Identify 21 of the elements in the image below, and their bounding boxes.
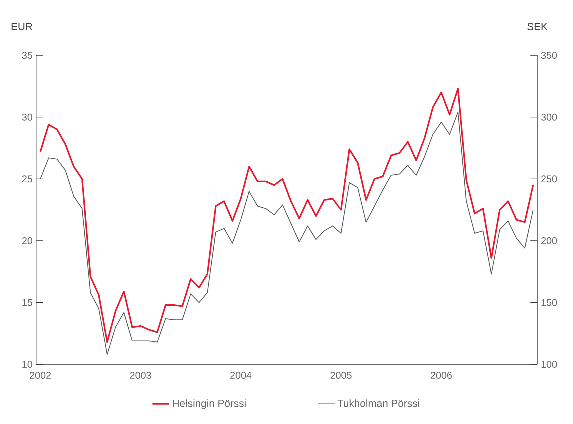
x-tick-label: 2003: [130, 372, 152, 380]
y2-tick-label: 100: [542, 361, 558, 368]
legend-label: Tukholman Pörssi: [338, 400, 420, 408]
y-tick-label: 20: [22, 238, 33, 245]
y-tick-label: 30: [22, 114, 33, 121]
y-tick-label: 35: [22, 52, 32, 60]
x-tick-label: 2006: [431, 372, 452, 380]
y-axis-title: EUR: [12, 23, 32, 30]
y2-tick-label: 250: [542, 176, 558, 183]
y2-tick-label: 150: [542, 299, 558, 306]
x-tick-label: 2004: [230, 372, 252, 380]
y-tick-label: 15: [22, 299, 32, 306]
y-tick-label: 10: [22, 361, 33, 368]
y2-axis-title: SEK: [528, 23, 548, 30]
y2-tick-label: 300: [541, 114, 558, 121]
y2-tick-label: 350: [541, 52, 558, 60]
x-tick-label: 2002: [30, 372, 52, 380]
legend-label: Helsingin Pörssi: [173, 400, 246, 410]
y-tick-label: 25: [22, 176, 32, 183]
x-tick-label: 2005: [330, 372, 352, 380]
y2-tick-label: 200: [542, 238, 558, 245]
